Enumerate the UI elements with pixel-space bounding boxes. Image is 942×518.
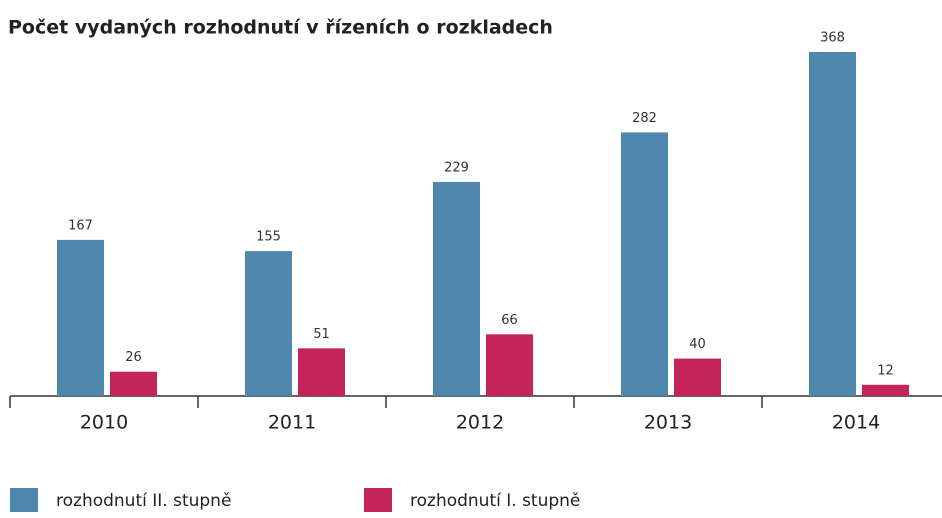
value-label: 12 — [877, 363, 894, 378]
bar — [110, 371, 157, 396]
bar — [245, 251, 292, 396]
x-tick-label: 2013 — [644, 412, 692, 434]
value-label: 51 — [313, 327, 330, 342]
legend-swatch — [364, 488, 392, 512]
bar — [809, 52, 856, 396]
legend-label: rozhodnutí I. stupně — [410, 491, 580, 511]
x-tick-label: 2011 — [268, 412, 316, 434]
value-label: 167 — [68, 218, 93, 233]
bar — [486, 334, 533, 396]
value-label: 282 — [632, 111, 657, 126]
bar — [298, 348, 345, 396]
legend-swatch — [10, 488, 38, 512]
x-tick-label: 2014 — [832, 412, 880, 434]
value-label: 368 — [820, 31, 845, 46]
x-tick-label: 2012 — [456, 412, 504, 434]
x-tick-label: 2010 — [80, 412, 128, 434]
legend-label: rozhodnutí II. stupně — [56, 491, 231, 511]
value-label: 40 — [689, 337, 706, 352]
bar — [57, 239, 104, 396]
value-label: 26 — [125, 350, 142, 365]
bar — [862, 384, 909, 396]
value-label: 229 — [444, 160, 469, 175]
value-label: 155 — [256, 230, 281, 245]
value-label: 66 — [501, 313, 518, 328]
chart-title: Počet vydaných rozhodnutí v řízeních o r… — [8, 17, 553, 39]
bar — [433, 181, 480, 396]
bar — [621, 132, 668, 397]
bar — [674, 358, 721, 396]
